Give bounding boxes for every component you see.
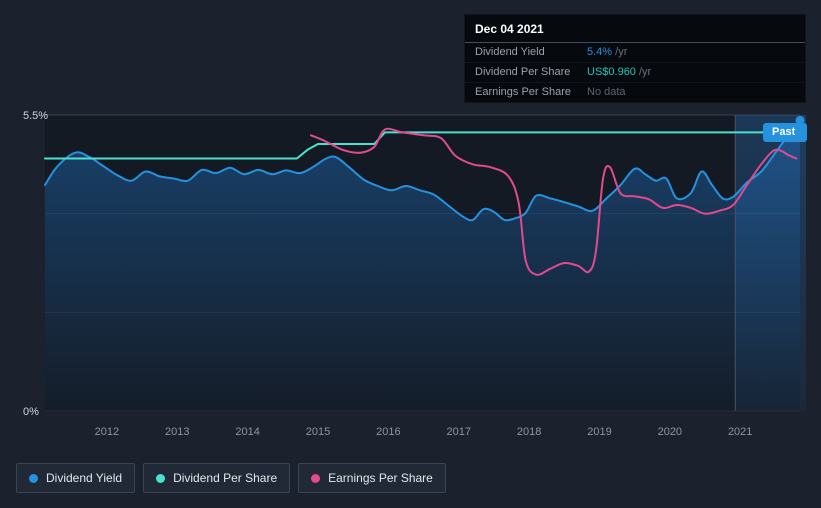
legend-item-dividend-per-share[interactable]: Dividend Per Share bbox=[143, 463, 291, 493]
tooltip-date: Dec 04 2021 bbox=[465, 15, 805, 43]
y-axis-label: 5.5% bbox=[23, 110, 48, 122]
tooltip-row-value: No data bbox=[587, 86, 626, 98]
x-axis-label: 2016 bbox=[376, 426, 400, 438]
tooltip-row-label: Dividend Per Share bbox=[475, 66, 571, 78]
legend-dot bbox=[156, 473, 166, 483]
latest-value-dot bbox=[795, 115, 805, 125]
x-axis-label: 2019 bbox=[587, 426, 611, 438]
legend-dot bbox=[311, 473, 321, 483]
legend-item-dividend-yield[interactable]: Dividend Yield bbox=[16, 463, 136, 493]
x-axis-label: 2018 bbox=[517, 426, 541, 438]
past-region bbox=[735, 115, 806, 411]
tooltip-row-label: Dividend Yield bbox=[475, 46, 545, 58]
x-axis-label: 2014 bbox=[235, 426, 259, 438]
x-axis-label: 2017 bbox=[446, 426, 470, 438]
legend: Dividend Yield Dividend Per Share Earnings… bbox=[16, 463, 446, 493]
legend-label: Dividend Per Share bbox=[173, 471, 278, 485]
series-line-earnings-per-share bbox=[310, 127, 798, 276]
tooltip-row-label: Earnings Per Share bbox=[475, 86, 571, 98]
past-badge[interactable]: Past bbox=[763, 123, 808, 142]
tooltip-row: Dividend Yield 5.4% /yr bbox=[465, 43, 805, 62]
tooltip-row: Dividend Per Share US$0.960 /yr bbox=[465, 62, 805, 82]
tooltip-rows: Dividend Yield 5.4% /yr Dividend Per Share… bbox=[465, 43, 805, 102]
legend-label: Dividend Yield bbox=[46, 471, 123, 485]
series-line-dividend-per-share bbox=[44, 131, 801, 160]
legend-item-earnings-per-share[interactable]: Earnings Per Share bbox=[298, 463, 446, 493]
legend-dot bbox=[29, 473, 38, 483]
tooltip-row: Earnings Per Share No data bbox=[465, 82, 805, 102]
x-axis-label: 2015 bbox=[306, 426, 330, 438]
series-line-dividend-yield bbox=[44, 119, 801, 222]
tooltip-row-value: US$0.960 /yr bbox=[587, 66, 652, 78]
y-axis-label: 0% bbox=[23, 406, 39, 418]
x-axis-label: 2021 bbox=[728, 426, 752, 438]
x-axis-label: 2020 bbox=[658, 426, 682, 438]
tooltip-row-value: 5.4% /yr bbox=[587, 46, 628, 58]
dividend-yield-area bbox=[45, 120, 800, 412]
legend-label: Earnings Per Share bbox=[328, 471, 433, 485]
chart-tooltip: Dec 04 2021 Dividend Yield 5.4% /yr Divide… bbox=[464, 14, 806, 103]
x-axis-label: 2012 bbox=[95, 426, 119, 438]
x-axis-label: 2013 bbox=[165, 426, 189, 438]
